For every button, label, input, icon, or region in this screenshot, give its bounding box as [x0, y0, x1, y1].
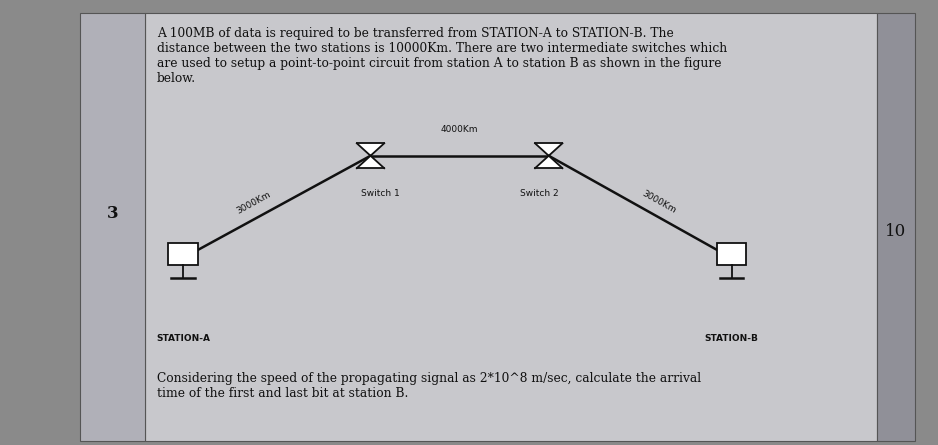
Text: Switch 2: Switch 2: [520, 189, 559, 198]
Text: STATION-B: STATION-B: [704, 334, 759, 343]
Text: 3000Km: 3000Km: [234, 190, 272, 215]
Text: Switch 1: Switch 1: [360, 189, 400, 198]
Text: A 100MB of data is required to be transferred from STATION-A to STATION-B. The
d: A 100MB of data is required to be transf…: [157, 27, 727, 85]
Text: Considering the speed of the propagating signal as 2*10^8 m/sec, calculate the a: Considering the speed of the propagating…: [157, 372, 701, 400]
Text: 3: 3: [107, 205, 118, 222]
Text: 3000Km: 3000Km: [641, 190, 677, 215]
Bar: [145, 13, 877, 441]
Text: 10: 10: [885, 223, 906, 240]
Polygon shape: [356, 156, 385, 168]
Polygon shape: [535, 156, 563, 168]
Text: STATION-A: STATION-A: [156, 334, 210, 343]
Bar: [877, 13, 915, 441]
Polygon shape: [356, 143, 385, 156]
Bar: [80, 13, 145, 441]
Polygon shape: [535, 143, 563, 156]
Text: 4000Km: 4000Km: [441, 125, 478, 134]
Bar: [168, 243, 198, 265]
Bar: [717, 243, 747, 265]
